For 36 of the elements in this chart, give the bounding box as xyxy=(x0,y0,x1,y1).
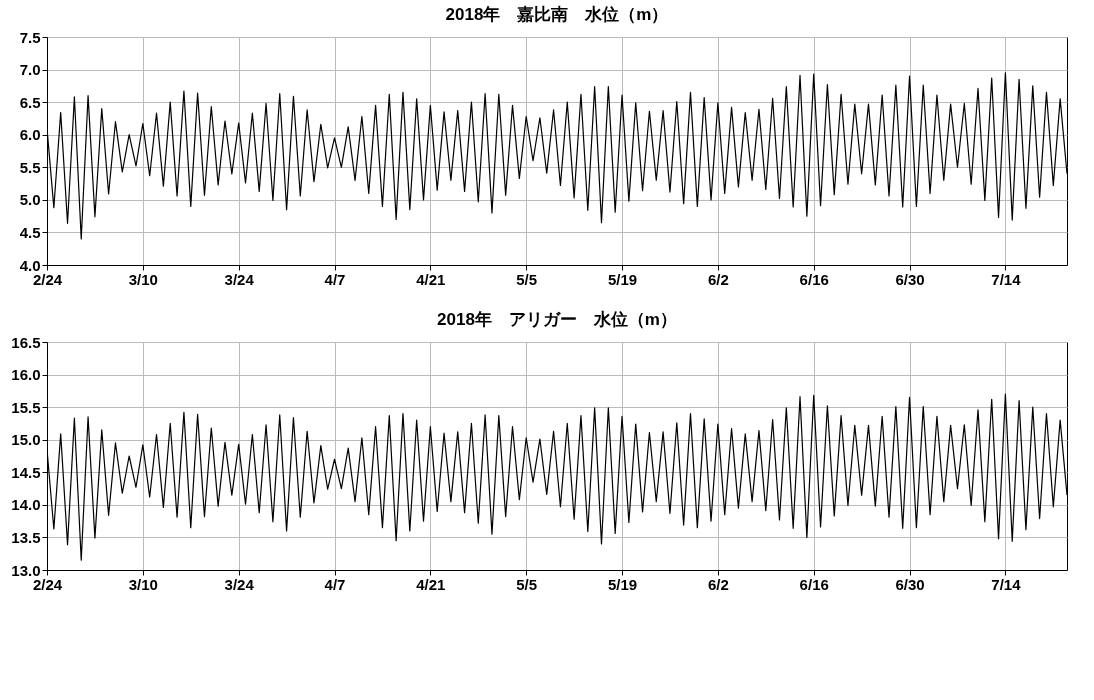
x-tick-label: 5/19 xyxy=(607,575,638,593)
y-tick-label: 5.5 xyxy=(19,158,41,176)
x-tick-label: 4/21 xyxy=(416,270,446,288)
y-tick-label: 6.5 xyxy=(19,93,41,111)
chart-title: 2018年 アリガー 水位（m） xyxy=(437,310,677,329)
x-tick-label: 5/5 xyxy=(516,575,538,593)
x-tick-label: 4/7 xyxy=(324,270,346,288)
x-tick-label: 3/24 xyxy=(224,575,255,593)
y-tick-label: 6.0 xyxy=(19,126,41,144)
x-tick-label: 3/10 xyxy=(128,575,158,593)
y-tick-label: 16.0 xyxy=(11,366,41,384)
y-tick-label: 13.5 xyxy=(11,528,41,546)
x-tick-label: 6/2 xyxy=(707,575,729,593)
x-tick-label: 5/5 xyxy=(516,270,538,288)
x-tick-label: 7/14 xyxy=(991,270,1022,288)
y-tick-label: 14.0 xyxy=(11,496,41,514)
y-tick-label: 14.5 xyxy=(11,463,41,481)
y-tick-label: 4.5 xyxy=(19,223,41,241)
y-tick-label: 7.0 xyxy=(19,61,41,79)
y-tick-label: 15.5 xyxy=(11,398,41,416)
y-tick-label: 15.0 xyxy=(11,431,41,449)
chart-title: 2018年 嘉比南 水位（m） xyxy=(445,5,669,24)
y-tick-label: 5.0 xyxy=(19,191,41,209)
y-tick-label: 16.5 xyxy=(11,333,41,351)
x-tick-label: 6/16 xyxy=(799,575,829,593)
x-tick-label: 6/2 xyxy=(707,270,729,288)
x-tick-label: 4/21 xyxy=(416,575,446,593)
x-tick-label: 5/19 xyxy=(607,270,638,288)
x-tick-label: 4/7 xyxy=(324,575,346,593)
x-tick-label: 3/24 xyxy=(224,270,255,288)
x-tick-label: 6/16 xyxy=(799,270,829,288)
x-tick-label: 6/30 xyxy=(895,575,925,593)
y-tick-label: 7.5 xyxy=(19,28,41,46)
x-tick-label: 6/30 xyxy=(895,270,925,288)
x-tick-label: 7/14 xyxy=(991,575,1022,593)
x-tick-label: 3/10 xyxy=(128,270,158,288)
